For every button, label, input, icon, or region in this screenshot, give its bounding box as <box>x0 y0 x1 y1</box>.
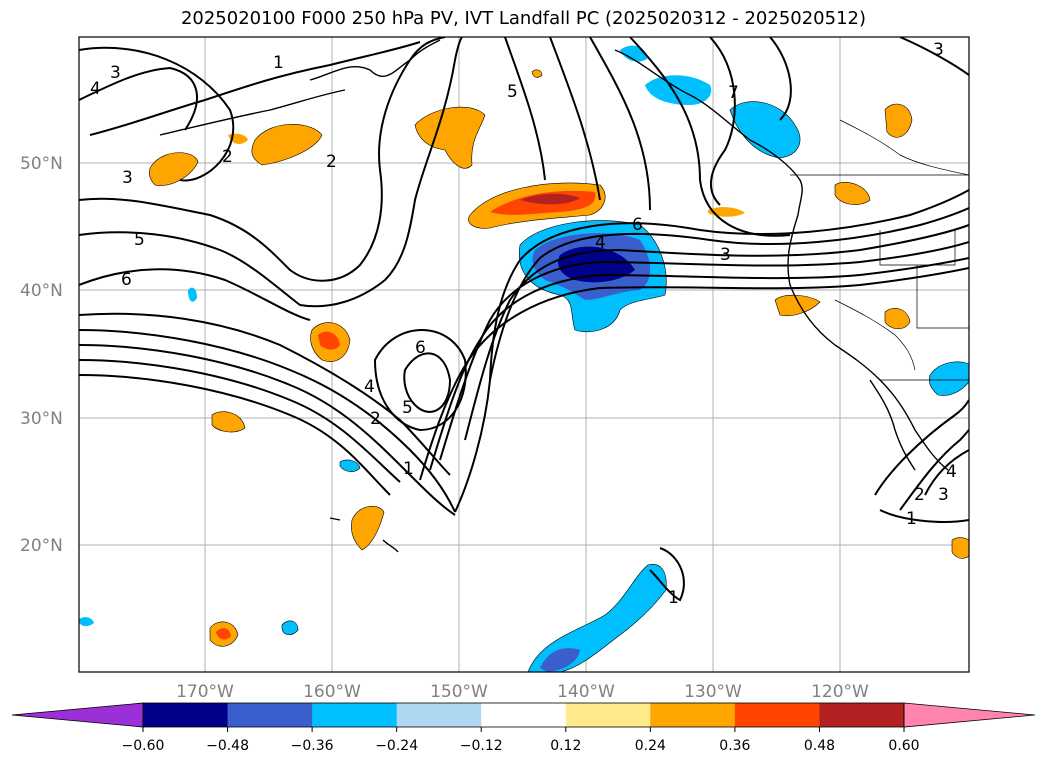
contour-label: 2 <box>914 485 925 505</box>
colorbar-tick-label: −0.24 <box>375 738 418 754</box>
colorbar-cell <box>143 703 229 727</box>
lon-label-170w: 170°W <box>176 682 234 702</box>
lon-label-140w: 140°W <box>557 682 615 702</box>
colorbar-extend-low <box>11 702 144 728</box>
lon-label-120w: 120°W <box>811 682 869 702</box>
contour-label: 4 <box>595 233 606 253</box>
colorbar-tick-label: −0.60 <box>122 738 165 754</box>
contour-label: 3 <box>122 168 133 188</box>
lat-label-40n: 40°N <box>20 281 63 301</box>
colorbar-tick-label: −0.48 <box>206 738 249 754</box>
colorbar-cell <box>481 703 567 727</box>
colorbar: −0.60 −0.48 −0.36 −0.24 −0.12 0.12 0.24 0.36 0.4… <box>11 702 1036 754</box>
contour-label: 3 <box>110 63 121 83</box>
lat-label-30n: 30°N <box>20 409 63 429</box>
contour-label: 2 <box>326 152 337 172</box>
map-frame <box>78 36 970 673</box>
contour-labels: 3 4 1 2 2 3 5 6 6 4 5 2 1 5 6 4 3 7 3 1 … <box>90 40 957 608</box>
contour-label: 3 <box>720 245 731 265</box>
contour-label: 5 <box>134 230 145 250</box>
colorbar-tick-label: −0.36 <box>291 738 334 754</box>
colorbar-cell <box>227 703 313 727</box>
lat-label-20n: 20°N <box>20 536 63 556</box>
map-title: 2025020100 F000 250 hPa PV, IVT Landfall… <box>180 8 867 29</box>
contour-label: 4 <box>946 462 957 482</box>
contour-label: 5 <box>507 82 518 102</box>
contour-label: 5 <box>402 398 413 418</box>
lon-label-150w: 150°W <box>430 682 488 702</box>
lon-label-130w: 130°W <box>684 682 742 702</box>
contour-label: 1 <box>403 459 414 479</box>
lat-label-50n: 50°N <box>20 154 63 174</box>
colorbar-cell <box>650 703 736 727</box>
colorbar-cell <box>565 703 651 727</box>
contour-label: 3 <box>933 40 944 60</box>
colorbar-tick-label: 0.36 <box>719 738 750 754</box>
colorbar-cell <box>734 703 820 727</box>
colorbar-tick-label: −0.12 <box>460 738 503 754</box>
contour-label: 6 <box>121 270 132 290</box>
contour-label: 2 <box>370 409 381 429</box>
lon-label-160w: 160°W <box>303 682 361 702</box>
contour-label: 3 <box>938 485 949 505</box>
colorbar-tick-label: 0.48 <box>804 738 835 754</box>
colorbar-tick-label: 0.24 <box>635 738 666 754</box>
contour-label: 1 <box>906 509 917 529</box>
contour-label: 1 <box>668 588 679 608</box>
pv-contours <box>79 37 969 602</box>
colorbar-outline <box>142 702 905 728</box>
contour-label: 6 <box>415 338 426 358</box>
negative-anomaly-south <box>527 564 667 672</box>
colorbar-cell <box>396 703 482 727</box>
contour-label: 4 <box>364 377 375 397</box>
longitude-labels: 170°W 160°W 150°W 140°W 130°W 120°W <box>176 682 869 702</box>
contour-label: 2 <box>222 147 233 167</box>
map-frame-bg <box>79 37 969 672</box>
political-borders <box>790 119 969 381</box>
colorbar-cell <box>312 703 398 727</box>
colorbar-extend-high <box>903 702 1036 728</box>
contour-label: 1 <box>273 53 284 73</box>
latitude-labels: 50°N 40°N 30°N 20°N <box>20 154 63 556</box>
colorbar-tick-label: 0.12 <box>550 738 581 754</box>
contour-label: 6 <box>632 215 643 235</box>
gridlines <box>79 37 969 672</box>
colorbar-tick-label: 0.60 <box>888 738 919 754</box>
colorbar-cell <box>819 703 905 727</box>
shaded-fields <box>79 45 969 672</box>
contour-label: 7 <box>728 83 739 103</box>
contour-label: 4 <box>90 79 101 99</box>
